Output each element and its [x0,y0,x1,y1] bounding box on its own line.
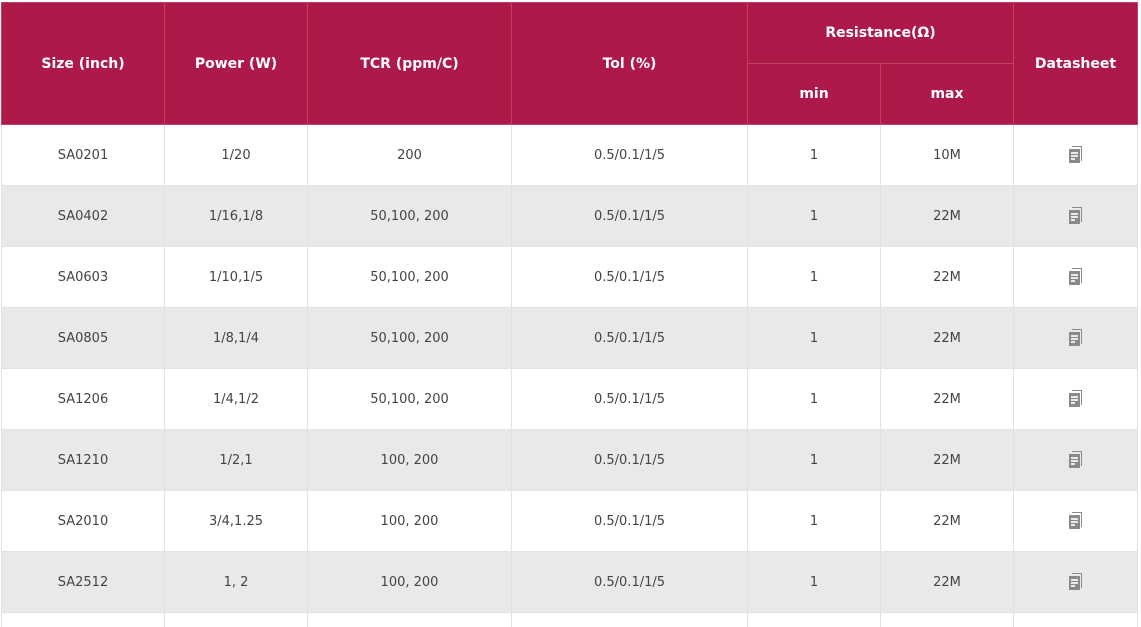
datasheet-document-icon[interactable] [1068,329,1084,347]
header-datasheet: Datasheet [1014,3,1138,125]
cell-max: 22M [881,369,1014,430]
cell-tol: 0.5/0.1/1/5 [512,491,748,552]
cell-datasheet [1014,430,1138,491]
cell-max: 10M [881,125,1014,186]
cell-min: 1 [748,430,881,491]
cell-datasheet [1014,369,1138,430]
cell-max: 22M [881,552,1014,613]
cell-tol: 0.5/0.1/1/5 [512,247,748,308]
cell-tcr: 200 [308,125,512,186]
cell-tcr: 50,100, 200 [308,369,512,430]
cell-min: 1 [748,491,881,552]
cell-power: 1, 2 [165,552,308,613]
cell-min: 1 [748,247,881,308]
cell-tcr: 100, 200 [308,491,512,552]
cell-min: 1 [748,186,881,247]
cell-power: 1/20 [165,125,308,186]
datasheet-document-icon[interactable] [1068,390,1084,408]
cell-tol: 0.5/0.1/1/5 [512,186,748,247]
cell-power: 1/16,1/8 [165,186,308,247]
header-tcr: TCR (ppm/C) [308,3,512,125]
cell-datasheet [1014,491,1138,552]
cell-min: 1 [748,125,881,186]
cell-tcr: 50,100, 200 [308,308,512,369]
datasheet-document-icon[interactable] [1068,512,1084,530]
cell-tcr: 100, 200 [308,552,512,613]
cell-datasheet [1014,125,1138,186]
cell-max: 22M [881,186,1014,247]
cell-tol: 0.5/0.1/1/5 [512,430,748,491]
cell-size: SA1210 [2,430,165,491]
header-resistance: Resistance(Ω) [748,3,1014,64]
datasheet-document-icon[interactable] [1068,146,1084,164]
header-size: Size (inch) [2,3,165,125]
datasheet-document-icon[interactable] [1068,268,1084,286]
cell-size: SA1206 [2,369,165,430]
cell-power: 1/8,1/4 [165,308,308,369]
header-min: min [748,64,881,125]
cell-tol: 0.5/0.1/1/5 [512,125,748,186]
cell-datasheet [1014,186,1138,247]
header-max: max [881,64,1014,125]
cell-datasheet [1014,552,1138,613]
datasheet-document-icon[interactable] [1068,207,1084,225]
cell-size: SA0603 [2,247,165,308]
cell-max: 22M [881,247,1014,308]
cell-size: SA2010 [2,491,165,552]
header-power: Power (W) [165,3,308,125]
header-tol: Tol (%) [512,3,748,125]
cell-min: 1 [748,369,881,430]
cell-tcr: 50,100, 200 [308,247,512,308]
datasheet-document-icon[interactable] [1068,573,1084,591]
cell-power: 3/4,1.25 [165,491,308,552]
cell-max: 22M [881,430,1014,491]
cell-size: SA2512 [2,552,165,613]
cell-tcr: 100, 200 [308,430,512,491]
datasheet-document-icon[interactable] [1068,451,1084,469]
cell-max: 22M [881,308,1014,369]
cell-size: SA0805 [2,308,165,369]
cell-min: 1 [748,552,881,613]
cell-max: 22M [881,491,1014,552]
cell-tol: 0.5/0.1/1/5 [512,369,748,430]
cell-min: 1 [748,308,881,369]
cell-size: SA0402 [2,186,165,247]
cell-datasheet [1014,308,1138,369]
cell-power: 1/10,1/5 [165,247,308,308]
cell-power: 1/4,1/2 [165,369,308,430]
cell-power: 1/2,1 [165,430,308,491]
cell-tol: 0.5/0.1/1/5 [512,308,748,369]
cell-tol: 0.5/0.1/1/5 [512,552,748,613]
cell-tcr: 50,100, 200 [308,186,512,247]
cell-size: SA0201 [2,125,165,186]
cell-datasheet [1014,247,1138,308]
